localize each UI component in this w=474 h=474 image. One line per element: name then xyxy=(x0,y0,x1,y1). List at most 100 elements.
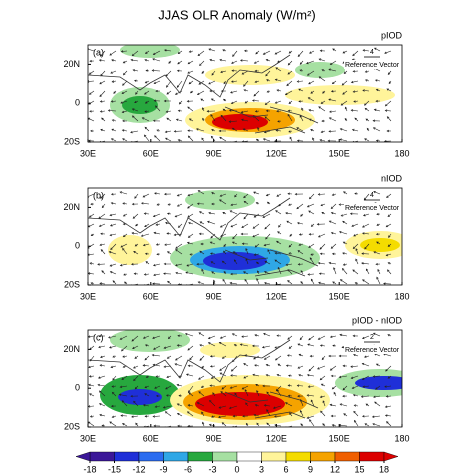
wind-vector xyxy=(230,100,238,104)
wind-vector xyxy=(210,135,216,142)
wind-vector xyxy=(355,248,359,255)
colorbar-tick-label: -12 xyxy=(132,464,145,474)
wind-vector xyxy=(228,405,238,410)
wind-vector xyxy=(339,279,348,285)
wind-vector xyxy=(266,409,271,417)
wind-vector xyxy=(120,50,128,53)
wind-vector xyxy=(242,128,249,132)
wind-vector xyxy=(88,365,95,369)
wind-vector xyxy=(277,266,282,275)
wind-vector xyxy=(331,80,337,85)
wind-vector xyxy=(230,223,238,228)
wind-vector xyxy=(187,203,194,209)
wind-vector xyxy=(174,355,183,361)
wind-vector xyxy=(144,385,150,389)
x-tick-label: 150E xyxy=(329,291,350,301)
wind-vector xyxy=(361,375,370,380)
wind-vector xyxy=(316,223,326,226)
wind-vector xyxy=(199,221,205,225)
wind-vector xyxy=(186,100,194,103)
wind-vector xyxy=(243,49,249,53)
wind-vector xyxy=(154,135,161,142)
wind-vector xyxy=(188,80,194,85)
wind-vector xyxy=(100,193,106,199)
wind-vector xyxy=(255,202,260,205)
wind-vector xyxy=(255,50,260,55)
wind-vector xyxy=(332,48,337,52)
wind-vector xyxy=(201,137,205,142)
wind-vector xyxy=(263,355,271,360)
wind-vector xyxy=(88,117,95,122)
wind-vector xyxy=(308,193,315,200)
wind-vector xyxy=(133,251,139,255)
wind-vector xyxy=(255,384,260,387)
wind-vector xyxy=(198,332,205,337)
wind-vector xyxy=(273,415,282,418)
wind-vector xyxy=(255,138,260,142)
wind-vector xyxy=(218,415,227,419)
wind-vector xyxy=(333,391,337,397)
wind-vector xyxy=(196,202,205,205)
wind-vector xyxy=(342,220,348,225)
wind-vector xyxy=(189,355,194,361)
wind-vector xyxy=(265,374,271,377)
wind-vector xyxy=(120,100,128,104)
colorbar-tick-label: -18 xyxy=(83,464,96,474)
wind-vector xyxy=(371,415,381,418)
wind-vector xyxy=(121,129,128,132)
wind-vector xyxy=(330,414,337,418)
wind-vector xyxy=(162,405,172,409)
wind-vector xyxy=(262,50,271,55)
y-tick-label: 20S xyxy=(64,421,80,431)
wind-vector xyxy=(135,90,139,95)
wind-vector xyxy=(330,90,337,93)
wind-vector xyxy=(239,59,249,62)
wind-vector xyxy=(353,100,359,103)
wind-vector xyxy=(252,223,260,229)
reference-text: Reference Vector xyxy=(345,62,400,69)
colorbar-tick-label: 9 xyxy=(308,464,313,474)
wind-vector xyxy=(220,391,227,397)
wind-vector xyxy=(372,119,381,122)
wind-vector xyxy=(277,363,282,367)
wind-vector xyxy=(152,415,161,418)
wind-vector xyxy=(167,203,172,206)
wind-vector xyxy=(144,126,150,132)
wind-vector xyxy=(121,110,128,114)
wind-vector xyxy=(300,423,304,427)
wind-vector xyxy=(232,233,238,240)
wind-vector xyxy=(362,49,370,52)
x-tick-label: 90E xyxy=(206,291,222,301)
wind-vector xyxy=(176,413,183,417)
wind-vector xyxy=(176,203,183,207)
wind-vector xyxy=(352,90,359,93)
wind-vector xyxy=(277,231,282,235)
wind-vector xyxy=(319,344,326,347)
colorbar-tick-label: 15 xyxy=(354,464,364,474)
wind-vector xyxy=(110,243,117,251)
wind-vector xyxy=(231,333,238,337)
wind-vector xyxy=(362,385,370,388)
wind-vector xyxy=(219,372,227,377)
wind-vector xyxy=(263,332,271,337)
wind-vector xyxy=(365,403,370,407)
wind-vector xyxy=(210,233,216,239)
wind-vector xyxy=(153,99,161,103)
wind-vector xyxy=(383,282,392,285)
panel-frame xyxy=(87,187,403,286)
wind-vector xyxy=(287,192,293,195)
x-tick-label: 30E xyxy=(80,433,96,443)
y-tick-label: 0 xyxy=(75,98,80,108)
wind-vector xyxy=(373,47,381,52)
wind-vector xyxy=(230,365,238,372)
wind-vector xyxy=(133,400,139,407)
wind-vector xyxy=(274,252,282,255)
wind-vector xyxy=(320,410,326,417)
x-tick-label: 150E xyxy=(329,148,350,158)
wind-vector xyxy=(165,394,172,397)
wind-vector xyxy=(319,243,326,250)
wind-vector xyxy=(131,108,139,112)
wind-vector xyxy=(299,115,304,122)
wind-vector xyxy=(90,282,95,285)
panel-label: (b) xyxy=(93,190,104,200)
